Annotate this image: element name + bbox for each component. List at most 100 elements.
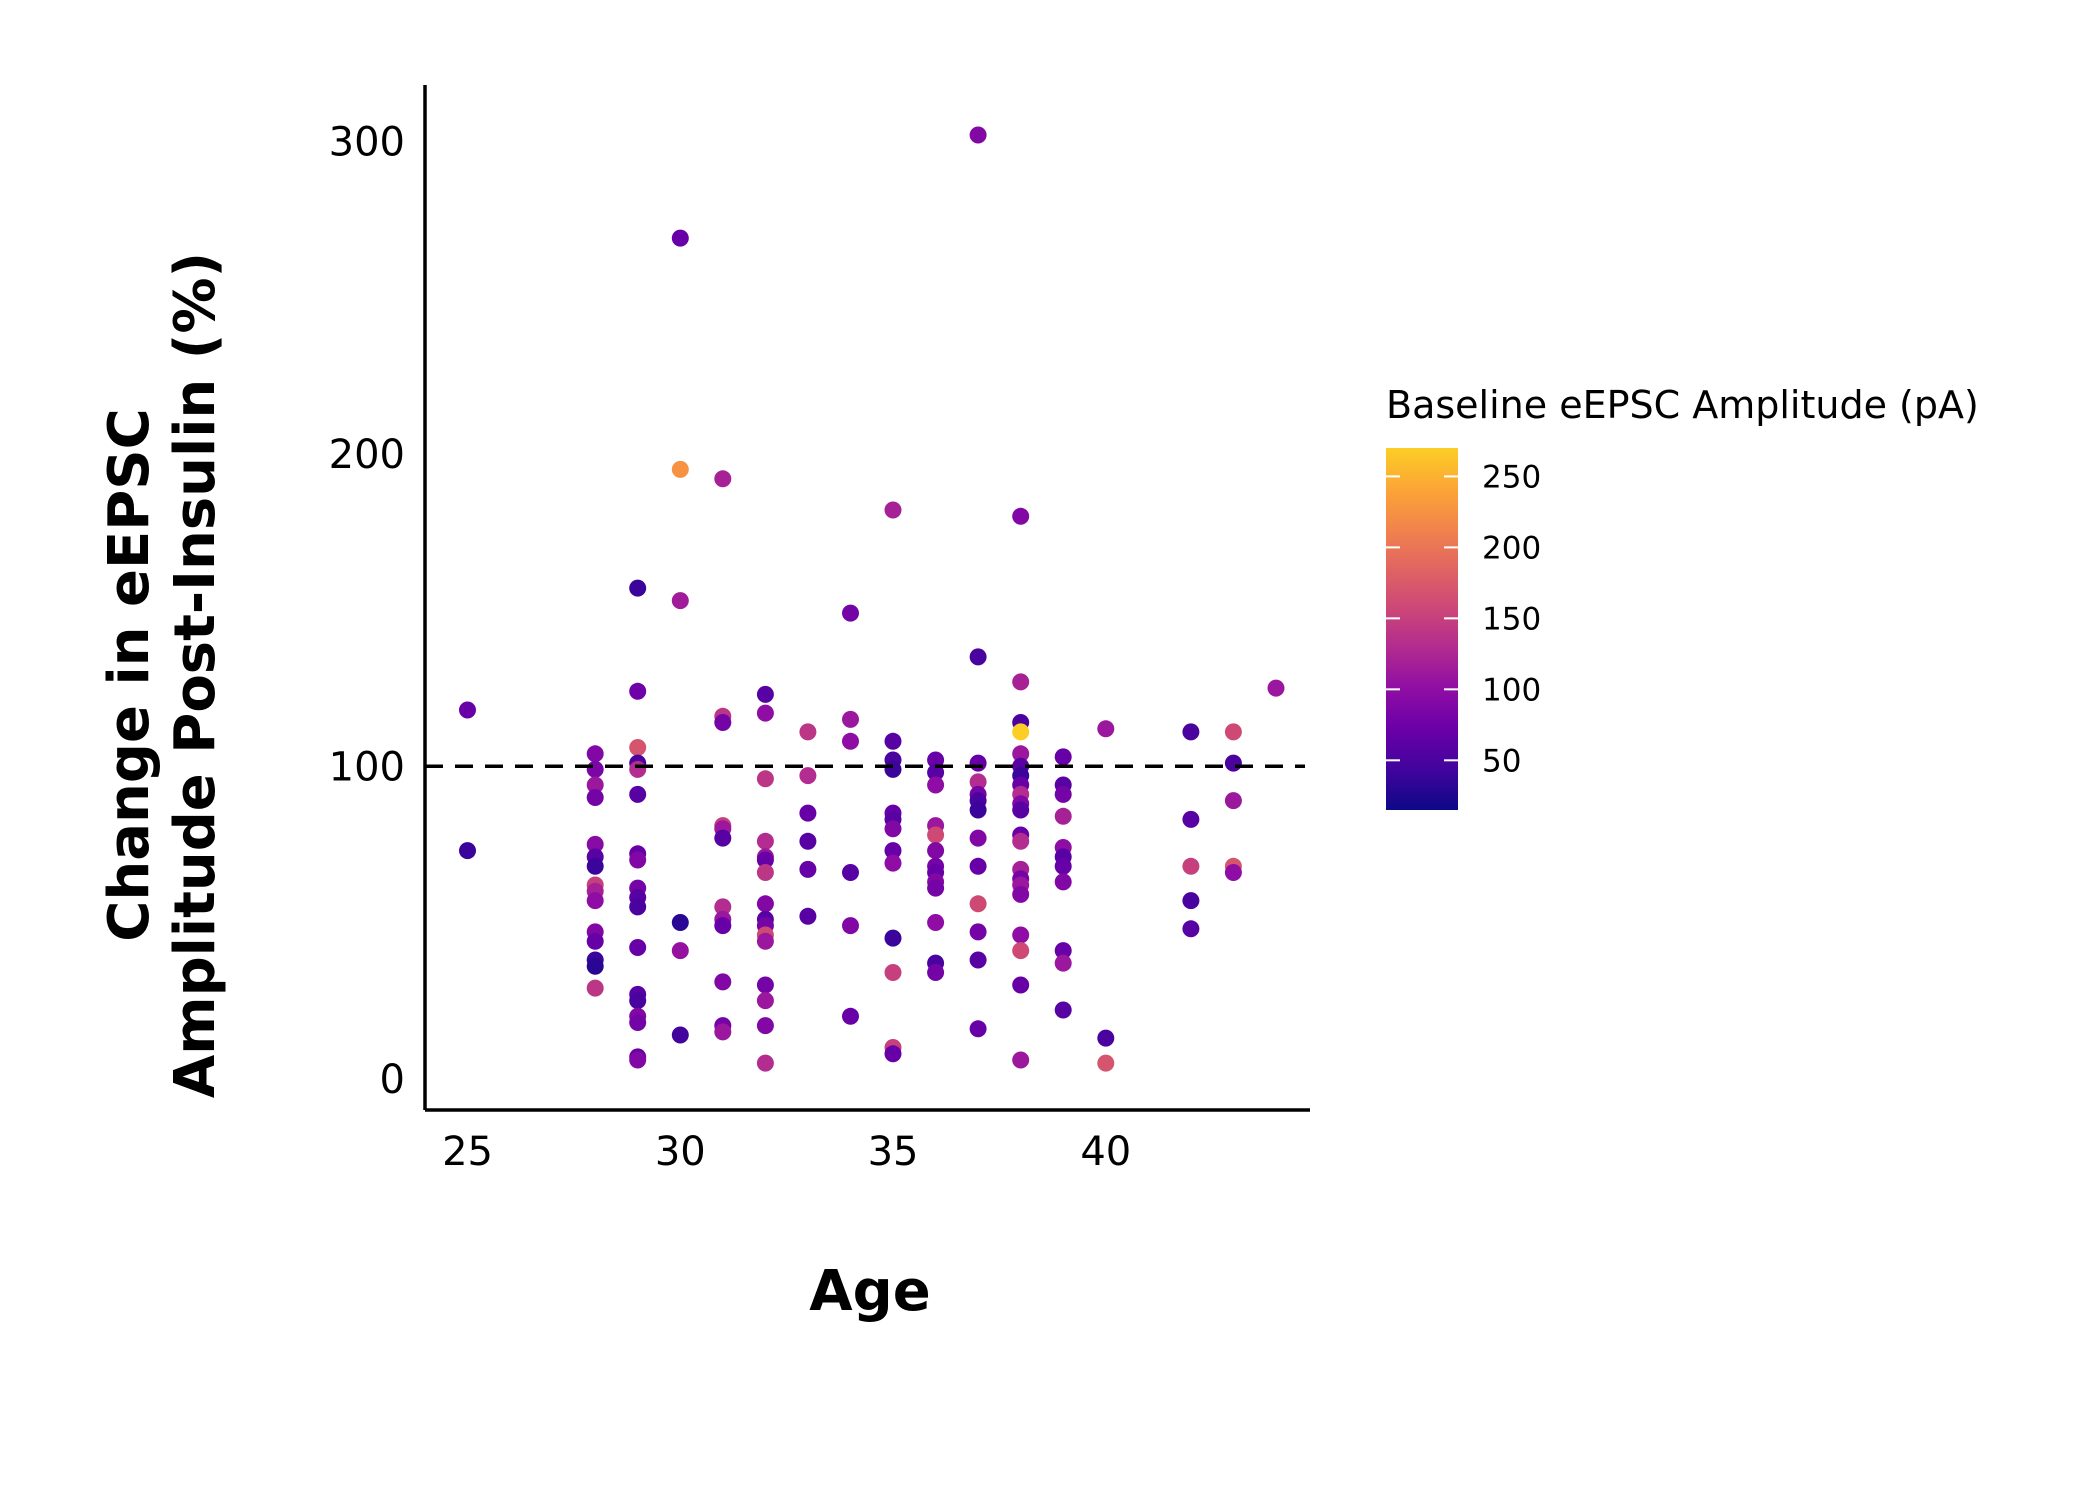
legend-title: Baseline eEPSC Amplitude (pA) bbox=[1386, 383, 1979, 427]
data-point bbox=[842, 710, 859, 728]
data-point bbox=[969, 923, 987, 941]
data-point bbox=[1054, 748, 1072, 766]
x-tick-label: 35 bbox=[868, 1129, 919, 1175]
data-point bbox=[756, 685, 774, 703]
data-point bbox=[842, 1007, 859, 1025]
data-point bbox=[671, 592, 689, 610]
data-point bbox=[1054, 857, 1072, 875]
x-axis-ticks: 25 30 35 40 bbox=[442, 1129, 1131, 1175]
data-point bbox=[884, 1045, 902, 1063]
data-point bbox=[1097, 1029, 1115, 1047]
data-point bbox=[756, 1054, 774, 1072]
data-point bbox=[671, 914, 689, 931]
data-point bbox=[671, 942, 689, 960]
data-point bbox=[842, 732, 859, 750]
data-point bbox=[927, 764, 945, 781]
data-point bbox=[1182, 892, 1200, 910]
data-point bbox=[1012, 507, 1030, 525]
data-point bbox=[842, 604, 859, 622]
data-point bbox=[1012, 926, 1030, 944]
data-point bbox=[1012, 801, 1030, 819]
data-point bbox=[714, 898, 732, 916]
x-axis-title: Age bbox=[809, 1259, 930, 1324]
data-point bbox=[714, 470, 732, 488]
data-point bbox=[1054, 954, 1072, 972]
colorbar-tick-label: 250 bbox=[1482, 459, 1541, 495]
data-point bbox=[1054, 1001, 1072, 1019]
data-point bbox=[586, 857, 604, 875]
y-axis-title: Change in eEPSC Amplitude Post-Insulin (… bbox=[97, 252, 228, 1098]
data-point bbox=[1182, 810, 1200, 828]
data-point bbox=[629, 898, 647, 916]
data-point bbox=[799, 907, 817, 925]
y-axis-title-line-2: Amplitude Post-Insulin (%) bbox=[163, 252, 228, 1098]
data-point bbox=[586, 760, 604, 778]
data-point bbox=[884, 501, 902, 519]
data-point bbox=[671, 229, 689, 247]
y-tick-label: 200 bbox=[329, 432, 405, 478]
data-point bbox=[884, 842, 902, 860]
data-point bbox=[842, 864, 859, 881]
data-point bbox=[714, 917, 732, 935]
data-point bbox=[714, 1023, 732, 1041]
data-point bbox=[1097, 1054, 1115, 1072]
data-point bbox=[1224, 723, 1242, 741]
data-point bbox=[969, 648, 987, 666]
data-points bbox=[459, 126, 1285, 1072]
data-point bbox=[1012, 745, 1030, 763]
data-point bbox=[842, 917, 859, 935]
data-point bbox=[1012, 942, 1030, 960]
data-point bbox=[1054, 807, 1072, 825]
data-point bbox=[884, 929, 902, 947]
data-point bbox=[969, 773, 987, 791]
data-point bbox=[1182, 857, 1200, 875]
data-point bbox=[969, 126, 987, 144]
data-point bbox=[1012, 673, 1030, 691]
data-point bbox=[884, 732, 902, 750]
data-point bbox=[629, 682, 647, 700]
data-point bbox=[756, 992, 774, 1010]
data-point bbox=[586, 835, 604, 853]
data-point bbox=[1012, 1051, 1030, 1069]
colorbar-ticks: 50 100 150 200 250 bbox=[1386, 459, 1541, 779]
y-tick-label: 0 bbox=[380, 1057, 405, 1103]
y-tick-label: 300 bbox=[329, 119, 405, 165]
x-tick-label: 40 bbox=[1080, 1129, 1131, 1175]
data-point bbox=[629, 739, 647, 756]
data-point bbox=[884, 820, 902, 838]
data-point bbox=[927, 842, 945, 860]
data-point bbox=[756, 704, 774, 722]
data-point bbox=[459, 701, 476, 719]
data-point bbox=[671, 1026, 689, 1044]
data-point bbox=[586, 789, 604, 806]
data-point bbox=[1012, 976, 1030, 994]
data-point bbox=[629, 1051, 647, 1069]
y-axis-ticks: 0 100 200 300 bbox=[329, 119, 405, 1103]
data-point bbox=[586, 892, 604, 910]
colorbar-tick-label: 100 bbox=[1482, 672, 1541, 708]
data-point bbox=[1267, 679, 1285, 697]
data-point bbox=[756, 1017, 774, 1035]
data-point bbox=[884, 854, 902, 872]
data-point bbox=[969, 1020, 987, 1038]
data-point bbox=[1182, 723, 1200, 741]
data-point bbox=[927, 826, 945, 844]
colorbar bbox=[1386, 448, 1458, 810]
data-point bbox=[586, 776, 604, 794]
data-point bbox=[799, 723, 817, 741]
y-tick-label: 100 bbox=[329, 744, 405, 790]
data-point bbox=[714, 973, 732, 991]
data-point bbox=[1012, 885, 1030, 903]
data-point bbox=[927, 751, 945, 769]
data-point bbox=[1054, 942, 1072, 960]
x-tick-label: 30 bbox=[655, 1129, 706, 1175]
data-point bbox=[714, 829, 732, 847]
data-point bbox=[884, 760, 902, 778]
data-point bbox=[1054, 873, 1072, 891]
data-point bbox=[629, 785, 647, 803]
data-point bbox=[629, 992, 647, 1010]
data-point bbox=[1012, 832, 1030, 850]
data-point bbox=[459, 842, 476, 860]
data-point bbox=[756, 976, 774, 994]
